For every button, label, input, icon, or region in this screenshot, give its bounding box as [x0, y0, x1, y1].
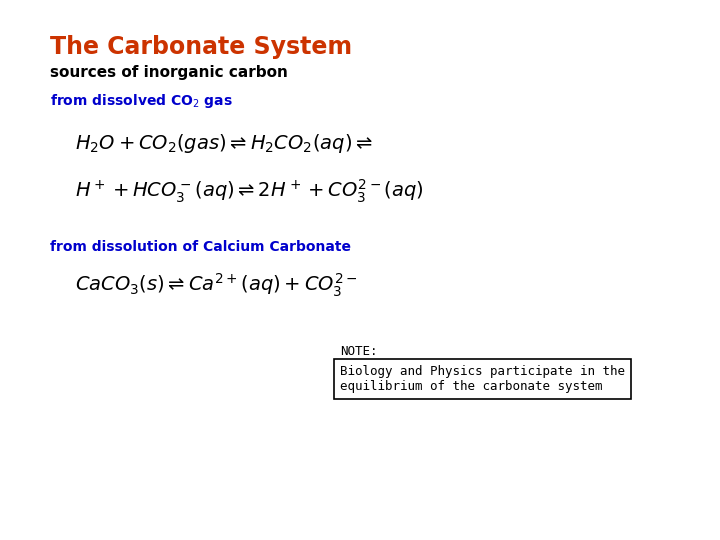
Text: The Carbonate System: The Carbonate System — [50, 35, 352, 59]
Text: $H_2O + CO_2(gas) \rightleftharpoons H_2CO_2(aq) \rightleftharpoons$: $H_2O + CO_2(gas) \rightleftharpoons H_2… — [75, 132, 373, 155]
Text: from dissolved CO$_2$ gas: from dissolved CO$_2$ gas — [50, 92, 233, 110]
Text: NOTE:: NOTE: — [340, 345, 377, 358]
Text: from dissolution of Calcium Carbonate: from dissolution of Calcium Carbonate — [50, 240, 351, 254]
Text: Biology and Physics participate in the
equilibrium of the carbonate system: Biology and Physics participate in the e… — [340, 365, 625, 393]
Text: $H^+ + HCO_3^-(aq) \rightleftharpoons 2H^+ + CO_3^{2-}(aq)$: $H^+ + HCO_3^-(aq) \rightleftharpoons 2H… — [75, 178, 424, 205]
Text: $CaCO_3(s) \rightleftharpoons Ca^{2+}(aq) + CO_3^{2-}$: $CaCO_3(s) \rightleftharpoons Ca^{2+}(aq… — [75, 272, 358, 299]
Text: sources of inorganic carbon: sources of inorganic carbon — [50, 65, 288, 80]
